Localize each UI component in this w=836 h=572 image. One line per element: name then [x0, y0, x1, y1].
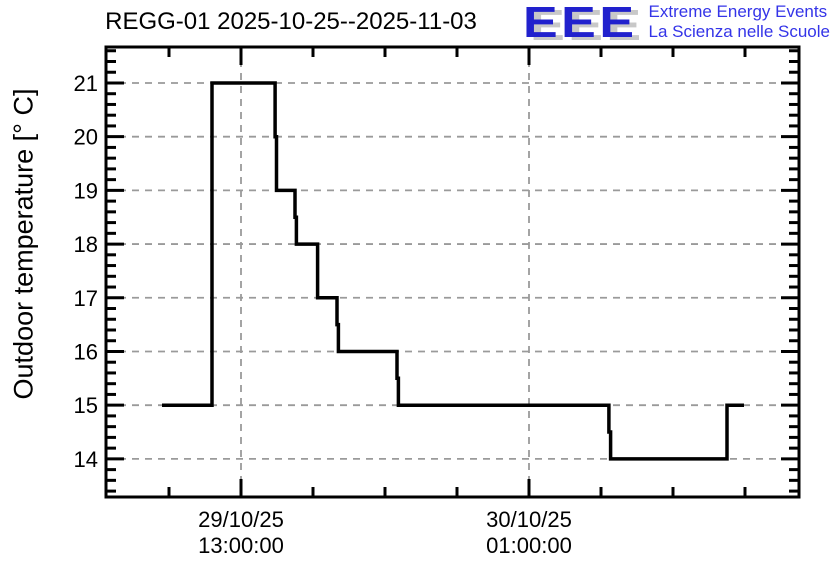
x-tick-label-time: 01:00:00 — [486, 533, 572, 558]
y-tick-label: 15 — [74, 393, 98, 418]
chart-title: REGG-01 2025-10-25--2025-11-03 — [105, 8, 477, 35]
eee-logo-text: Extreme Energy Events La Scienza nelle S… — [649, 1, 830, 42]
eee-logo: EEE Extreme Energy Events La Scienza nel… — [523, 1, 830, 45]
x-tick-label-date: 29/10/25 — [198, 507, 284, 532]
y-tick-label: 14 — [74, 447, 98, 472]
eee-logo-line-1: Extreme Energy Events — [648, 2, 828, 21]
eee-logo-line-2: La Scienza nelle Scuole — [648, 22, 830, 41]
y-tick-label: 17 — [74, 286, 98, 311]
y-tick-label: 20 — [74, 125, 98, 150]
x-tick-label-date: 30/10/25 — [486, 507, 572, 532]
y-tick-label: 19 — [74, 178, 98, 203]
plot-frame — [104, 45, 801, 499]
x-tick-label-time: 13:00:00 — [198, 533, 284, 558]
y-tick-label: 16 — [74, 339, 98, 364]
y-tick-label: 21 — [74, 71, 98, 96]
eee-logo-acronym: EEE — [523, 0, 638, 47]
temperature-step-line — [162, 81, 744, 461]
y-tick-label: 18 — [74, 232, 98, 257]
